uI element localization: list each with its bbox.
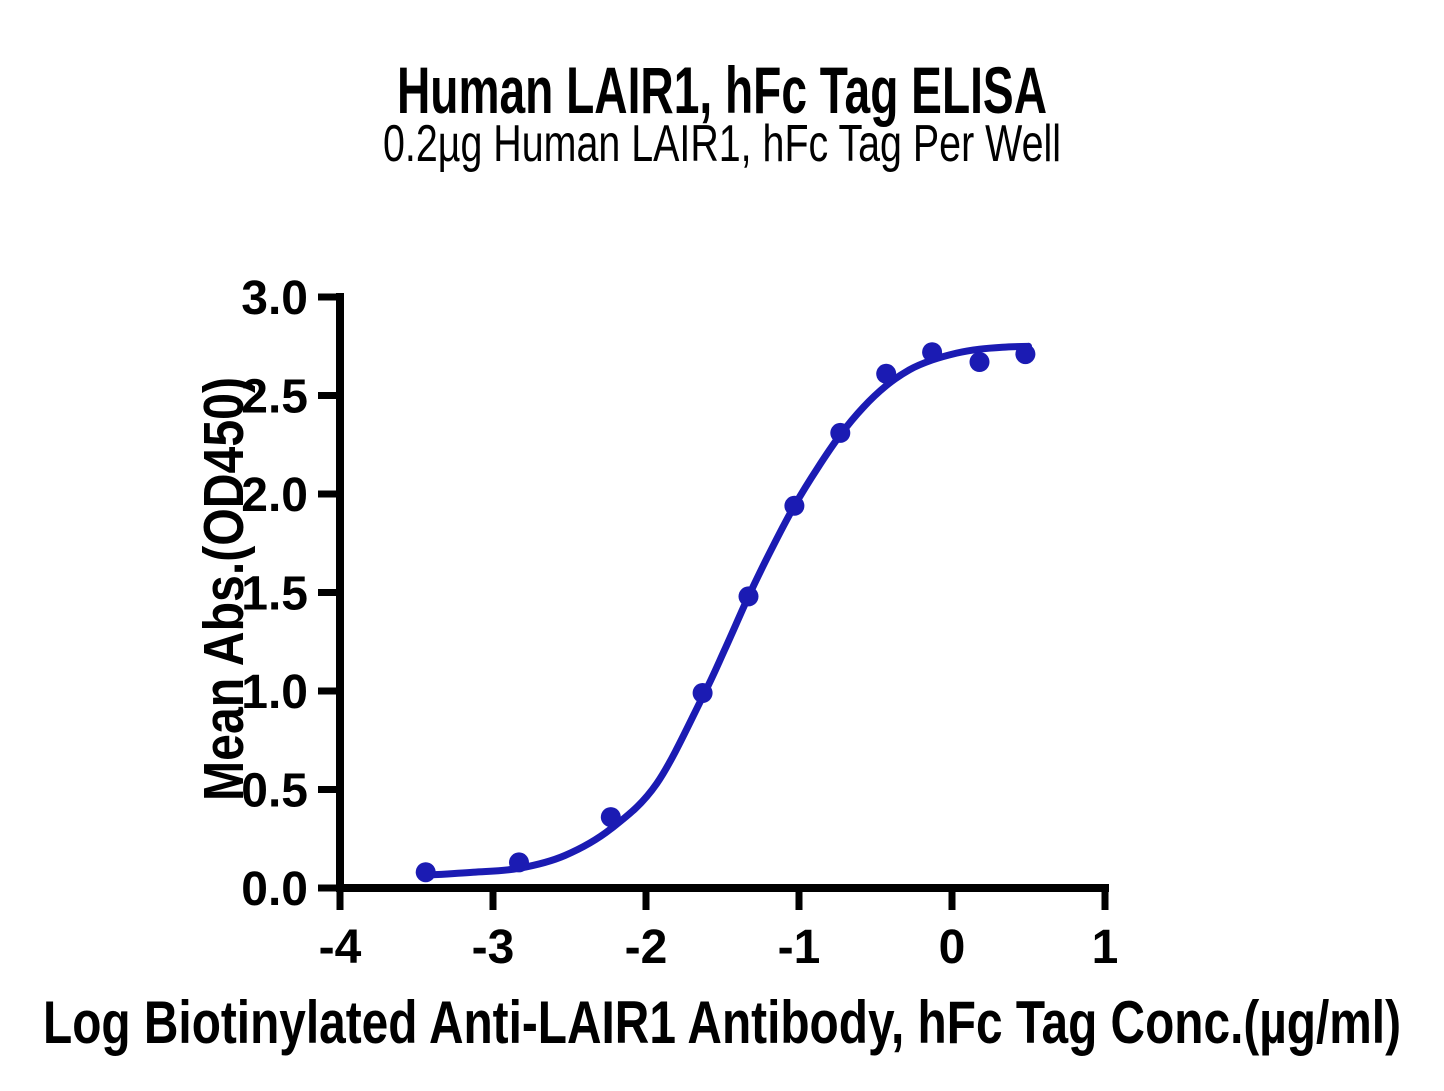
- x-tick-label: 0: [939, 921, 966, 974]
- axes: [336, 293, 1109, 892]
- data-point: [600, 807, 621, 828]
- data-point: [738, 586, 759, 607]
- data-point: [830, 422, 851, 443]
- data-point: [415, 862, 436, 883]
- data-point: [969, 352, 990, 372]
- x-axis-title: Log Biotinylated Anti-LAIR1 Antibody, hF…: [43, 989, 1401, 1056]
- x-tick-label: -3: [472, 921, 515, 974]
- data-point: [784, 495, 805, 516]
- y-tick-label: 2.0: [241, 469, 308, 522]
- y-axis-title: Mean Abs.(OD450): [192, 377, 256, 801]
- y-tick-label: 0.0: [241, 863, 308, 916]
- x-tick-label: -1: [778, 921, 821, 974]
- chart-title: Human LAIR1, hFc Tag ELISA: [397, 53, 1047, 127]
- x-tick-label: -2: [625, 921, 668, 974]
- data-point: [1015, 344, 1036, 365]
- y-tick-label: 3.0: [241, 272, 308, 325]
- y-tick-label: 1.5: [241, 568, 308, 621]
- data-point: [876, 363, 897, 384]
- x-tick-label: -4: [319, 921, 362, 974]
- fit-curve-line: [422, 342, 1032, 879]
- data-point: [922, 342, 943, 363]
- data-point: [692, 683, 713, 703]
- x-tick-label: 1: [1092, 921, 1119, 974]
- tick-marks: [318, 293, 1109, 910]
- y-tick-label: 0.5: [241, 765, 308, 818]
- chart-subtitle: 0.2µg Human LAIR1, hFc Tag Per Well: [383, 115, 1061, 173]
- tick-labels: -4 -3 -2 -1 0 1 0.0 0.5 1.0 1.5 2.0 2.5 3.0: [241, 272, 1118, 974]
- y-tick-label: 2.5: [241, 371, 308, 424]
- data-point: [509, 852, 529, 873]
- data-points: [415, 342, 1036, 883]
- y-tick-label: 1.0: [241, 666, 308, 719]
